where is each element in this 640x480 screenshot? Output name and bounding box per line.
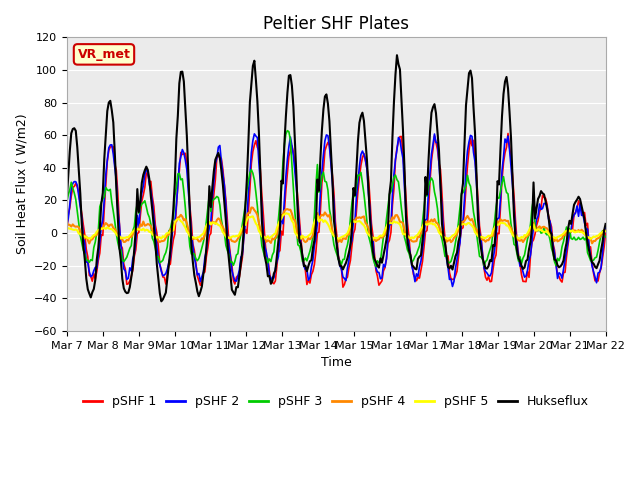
Y-axis label: Soil Heat Flux ( W/m2): Soil Heat Flux ( W/m2) (15, 114, 28, 254)
Title: Peltier SHF Plates: Peltier SHF Plates (263, 15, 409, 33)
Legend: pSHF 1, pSHF 2, pSHF 3, pSHF 4, pSHF 5, Hukseflux: pSHF 1, pSHF 2, pSHF 3, pSHF 4, pSHF 5, … (78, 390, 594, 413)
Text: VR_met: VR_met (77, 48, 131, 61)
X-axis label: Time: Time (321, 356, 351, 369)
